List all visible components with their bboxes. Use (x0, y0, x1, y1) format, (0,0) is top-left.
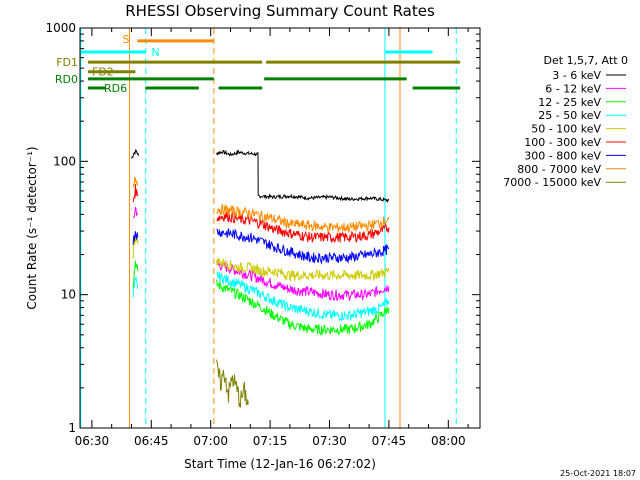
y-tick-label: 1 (68, 421, 76, 435)
series-line (216, 260, 390, 302)
y-tick-label: 10 (61, 288, 76, 302)
state-bar-label: FD1 (56, 56, 78, 69)
series-layer (131, 149, 390, 408)
series-line (133, 206, 139, 218)
series-line (216, 228, 390, 265)
x-tick-label: 06:30 (75, 434, 110, 448)
series-line (132, 184, 139, 203)
x-axis-label: Start Time (12-Jan-16 06:27:02) (184, 457, 376, 471)
legend-label: 6 - 12 keV (545, 82, 601, 95)
series-line (132, 231, 139, 245)
legend-title: Det 1,5,7, Att 0 (544, 54, 628, 67)
state-bar-label: RD0 (55, 73, 78, 86)
legend-label: 12 - 25 keV (538, 96, 601, 109)
plot-frame (79, 27, 481, 429)
state-bar-label: S (122, 33, 129, 46)
x-tick-label: 08:00 (431, 434, 466, 448)
series-line (216, 279, 390, 337)
x-tick-label: 07:45 (372, 434, 407, 448)
legend-label: 25 - 50 keV (538, 109, 601, 122)
legend-label: 50 - 100 keV (531, 123, 601, 136)
series-line (216, 211, 390, 244)
x-tick-label: 06:45 (134, 434, 169, 448)
x-tick-label: 07:15 (253, 434, 288, 448)
series-line (216, 149, 390, 203)
series-line (216, 359, 249, 408)
chart-title: RHESSI Observing Summary Count Rates (125, 2, 435, 20)
legend-label: 100 - 300 keV (524, 136, 601, 149)
legend-label: 7000 - 15000 keV (503, 176, 601, 189)
legend-label: 3 - 6 keV (552, 69, 601, 82)
y-tick-label: 1000 (45, 21, 76, 35)
state-bars: S N FD1 FD2 RD0 RD6 (55, 33, 461, 95)
y-axis-label: Count Rate (s⁻¹ detector⁻¹) (25, 146, 39, 309)
series-line (131, 149, 140, 159)
series-line (132, 260, 139, 288)
y-tick-label: 100 (53, 154, 76, 168)
state-bar-label: FD2 (92, 66, 114, 79)
series-line (132, 275, 139, 298)
x-tick-label: 07:00 (193, 434, 228, 448)
series-line (216, 271, 390, 323)
series-line (216, 203, 390, 234)
footer-timestamp: 25-Oct-2021 18:07 (560, 469, 636, 478)
state-bar-label: N (151, 46, 159, 59)
vertical-markers (80, 28, 457, 428)
series-line (216, 257, 390, 282)
legend-label: 300 - 800 keV (524, 149, 601, 162)
axis-ticks: 1 10 100 1000 06:30 06:45 07:00 07:15 07:30 07:45… (45, 21, 480, 448)
state-bar-label: RD6 (104, 82, 127, 95)
series-line (132, 176, 139, 188)
x-tick-label: 07:30 (312, 434, 347, 448)
legend-label: 800 - 7000 keV (517, 163, 601, 176)
